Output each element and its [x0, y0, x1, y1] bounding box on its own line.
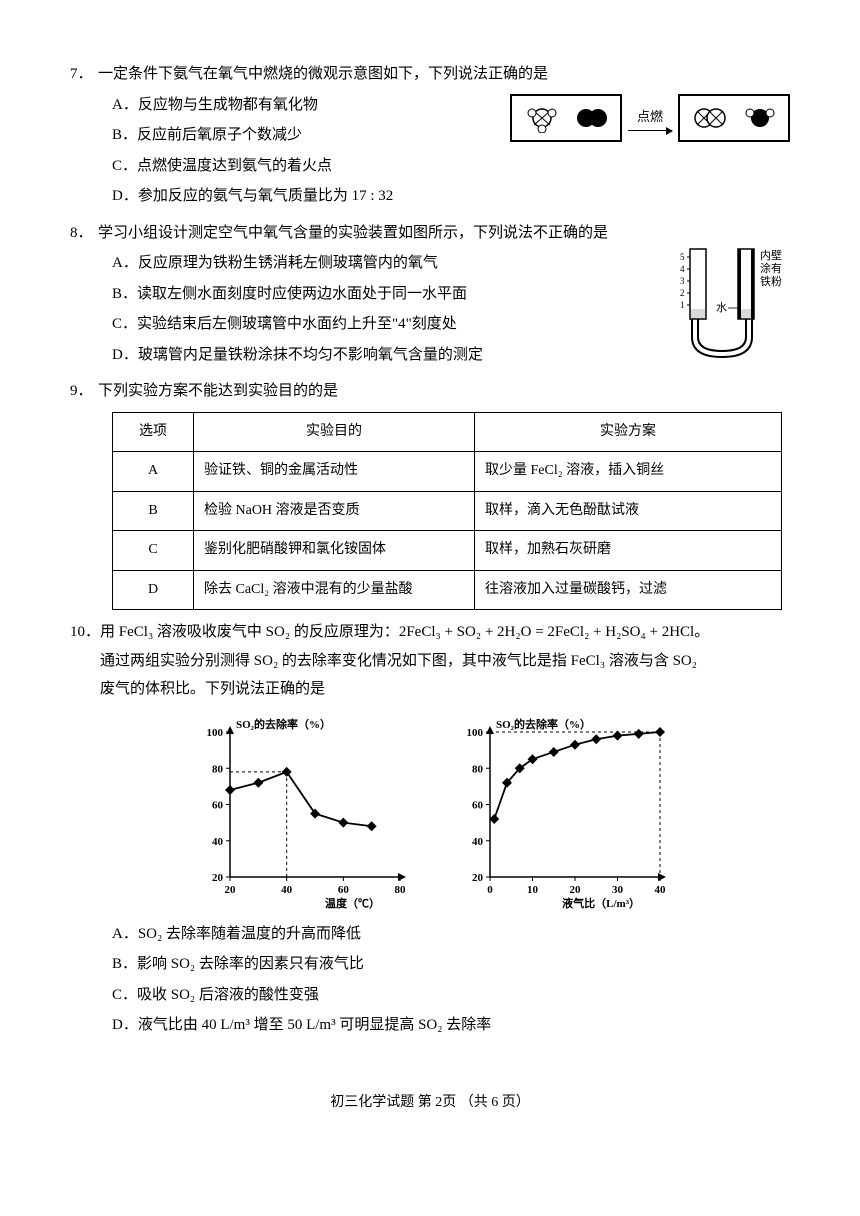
- o2-molecule-icon: [574, 103, 610, 133]
- svg-text:40: 40: [472, 836, 484, 848]
- svg-text:60: 60: [472, 799, 484, 811]
- svg-text:40: 40: [281, 884, 293, 896]
- svg-text:1: 1: [680, 300, 685, 310]
- table-row: B 检验 NaOH 溶液是否变质 取样，滴入无色酚酞试液: [113, 491, 782, 531]
- svg-text:20: 20: [225, 884, 237, 896]
- svg-text:3: 3: [680, 276, 685, 286]
- svg-text:80: 80: [395, 884, 407, 896]
- question-10: 10． 用 FeCl₃ 溶液吸收废气中 SO₂ 的反应原理为：2FeCl₃ + …: [70, 618, 790, 1040]
- table-row: A 验证铁、铜的金属活动性 取少量 FeCl₂ 溶液，插入铜丝: [113, 452, 782, 492]
- q10-options: A．SO₂ 去除率随着温度的升高而降低 B．影响 SO₂ 去除率的因素只有液气比…: [112, 920, 790, 1040]
- svg-text:温度（℃）: 温度（℃）: [325, 896, 380, 910]
- q7-reaction-diagram: 点燃: [510, 88, 790, 148]
- th-option: 选项: [113, 412, 194, 452]
- svg-text:20: 20: [472, 872, 484, 884]
- th-plan: 实验方案: [475, 412, 782, 452]
- q8-number: 8．: [70, 219, 98, 248]
- question-8: 8． 学习小组设计测定空气中氧气含量的实验装置如图所示，下列说法不正确的是 A．…: [70, 219, 790, 370]
- table-header-row: 选项 实验目的 实验方案: [113, 412, 782, 452]
- q10-option-b: B．影响 SO₂ 去除率的因素只有液气比: [112, 950, 790, 979]
- svg-text:10: 10: [527, 884, 539, 896]
- h2o-molecule-icon: [742, 103, 778, 133]
- svg-text:2: 2: [680, 288, 685, 298]
- n2-molecule-icon: [690, 103, 730, 133]
- q10-text: 用 FeCl₃ 溶液吸收废气中 SO₂ 的反应原理为：2FeCl₃ + SO₂ …: [100, 618, 790, 704]
- reaction-arrow: 点燃: [628, 105, 672, 131]
- arrow-label: 点燃: [637, 105, 663, 130]
- products-box: [678, 94, 790, 142]
- q9-text: 下列实验方案不能达到实验目的的是: [98, 377, 790, 406]
- svg-text:20: 20: [570, 884, 582, 896]
- question-9: 9． 下列实验方案不能达到实验目的的是 选项 实验目的 实验方案 A 验证铁、铜…: [70, 377, 790, 610]
- nh3-molecule-icon: [522, 103, 562, 133]
- svg-text:液气比（L/m³）: 液气比（L/m³）: [562, 896, 640, 910]
- svg-text:铁粉: 铁粉: [760, 275, 782, 288]
- q9-number: 9．: [70, 377, 98, 406]
- q7-stem: 7． 一定条件下氨气在氧气中燃烧的微观示意图如下，下列说法正确的是: [70, 60, 790, 89]
- svg-text:100: 100: [207, 727, 224, 739]
- svg-text:40: 40: [212, 836, 224, 848]
- svg-text:30: 30: [612, 884, 624, 896]
- svg-text:80: 80: [472, 763, 484, 775]
- svg-text:0: 0: [487, 884, 493, 896]
- q7-text: 一定条件下氨气在氧气中燃烧的微观示意图如下，下列说法正确的是: [98, 60, 790, 89]
- svg-text:60: 60: [212, 799, 224, 811]
- svg-text:60: 60: [338, 884, 350, 896]
- reactants-box: [510, 94, 622, 142]
- q7-number: 7．: [70, 60, 98, 89]
- svg-text:SO₂的去除率（%）: SO₂的去除率（%）: [236, 717, 331, 731]
- q7-option-c: C．点燃使温度达到氨气的着火点: [112, 152, 790, 181]
- th-purpose: 实验目的: [194, 412, 475, 452]
- svg-text:涂有: 涂有: [760, 261, 782, 275]
- svg-text:5: 5: [680, 252, 685, 262]
- q10-charts: 2040608010020406080SO₂的去除率（%）温度（℃） 20406…: [70, 712, 790, 912]
- svg-text:SO₂的去除率（%）: SO₂的去除率（%）: [496, 717, 591, 731]
- q10-option-c: C．吸收 SO₂ 后溶液的酸性变强: [112, 981, 790, 1010]
- svg-text:内壁: 内壁: [760, 248, 782, 262]
- page-footer: 初三化学试题 第 2页 （共 6 页）: [70, 1090, 790, 1117]
- q9-stem: 9． 下列实验方案不能达到实验目的的是: [70, 377, 790, 406]
- svg-text:100: 100: [467, 727, 484, 739]
- svg-text:4: 4: [680, 264, 685, 274]
- q9-table: 选项 实验目的 实验方案 A 验证铁、铜的金属活动性 取少量 FeCl₂ 溶液，…: [112, 412, 782, 611]
- svg-text:水: 水: [716, 301, 727, 314]
- q10-option-d: D．液气比由 40 L/m³ 增至 50 L/m³ 可明显提高 SO₂ 去除率: [112, 1011, 790, 1040]
- q10-number: 10．: [70, 618, 100, 647]
- chart-temperature: 20 40 60 80 100 20 40 60 80 SO₂的去除率（%） 温度（℃）: [190, 712, 410, 912]
- q8-apparatus-diagram: 5 4 3 2 1 内壁 涂有 铁粉 水: [670, 241, 790, 361]
- q10-stem: 10． 用 FeCl₃ 溶液吸收废气中 SO₂ 的反应原理为：2FeCl₃ + …: [70, 618, 790, 704]
- q10-option-a: A．SO₂ 去除率随着温度的升高而降低: [112, 920, 790, 949]
- svg-text:40: 40: [655, 884, 667, 896]
- table-row: C 鉴别化肥硝酸钾和氯化铵固体 取样，加熟石灰研磨: [113, 531, 782, 571]
- chart-liquid-gas-ratio: 20 40 60 80 100 0 10 20 30 40 SO₂的去除率（%） 液气比（L/m³）: [450, 712, 670, 912]
- svg-text:20: 20: [212, 872, 224, 884]
- question-7: 7． 一定条件下氨气在氧气中燃烧的微观示意图如下，下列说法正确的是 A．反应物与…: [70, 60, 790, 211]
- table-row: D 除去 CaCl₂ 溶液中混有的少量盐酸 往溶液加入过量碳酸钙，过滤: [113, 570, 782, 610]
- q7-option-d: D．参加反应的氨气与氧气质量比为 17 : 32: [112, 182, 790, 211]
- svg-text:80: 80: [212, 763, 224, 775]
